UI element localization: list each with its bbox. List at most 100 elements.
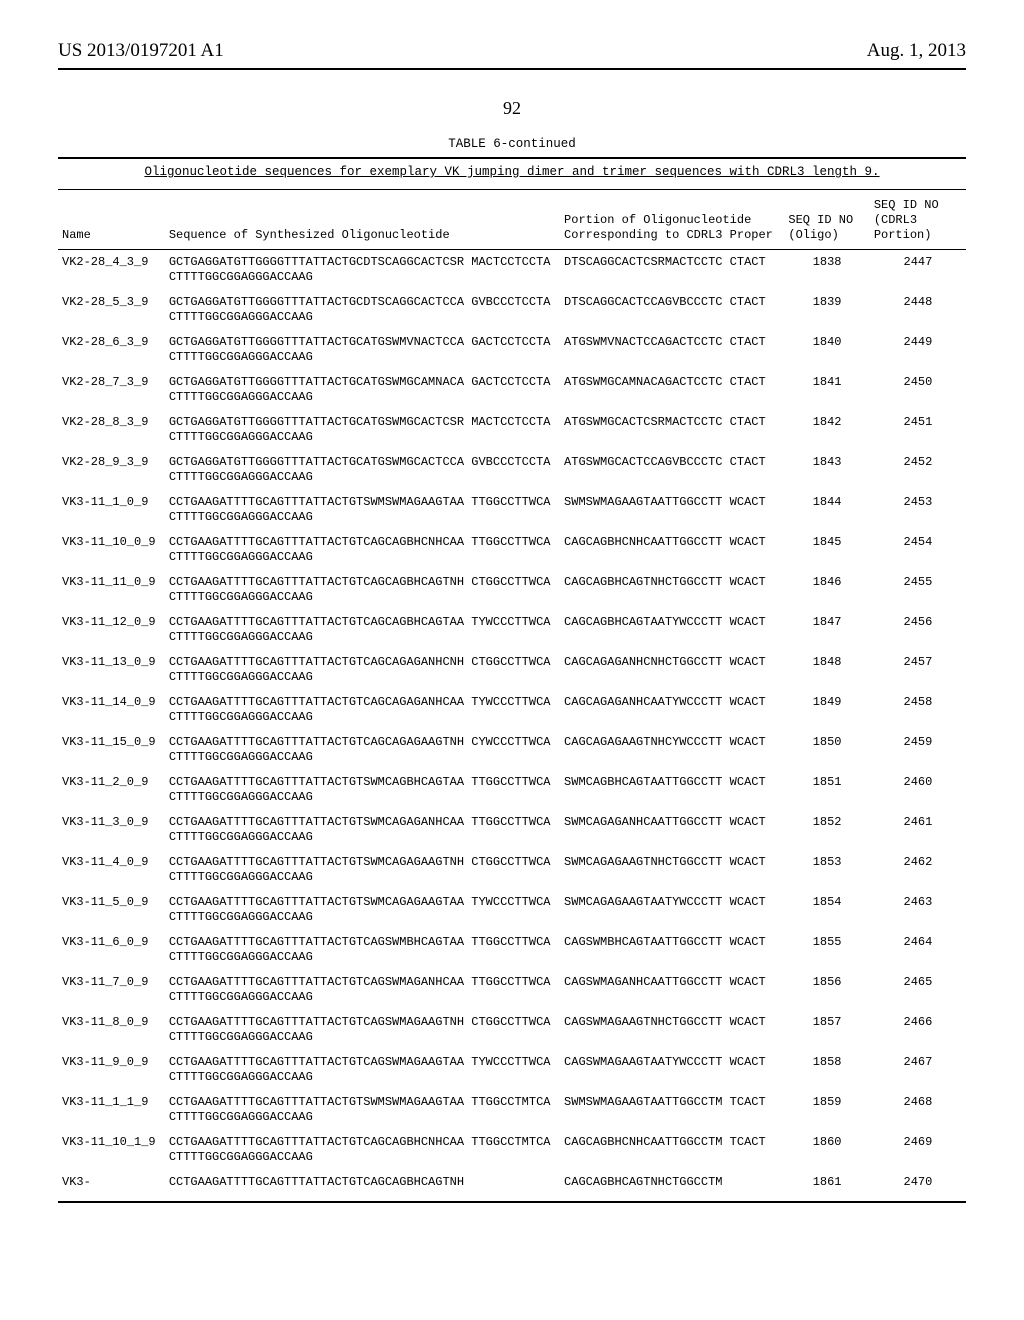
cell-seqid-oligo: 1843 xyxy=(784,450,869,490)
col-name: Name xyxy=(58,192,165,250)
cell-seqid-oligo: 1859 xyxy=(784,1090,869,1130)
cell-portion: ATGSWMVNACTCCAGACTCCTC CTACT xyxy=(560,330,784,370)
cell-seqid-cdrl3: 2469 xyxy=(870,1130,966,1170)
cell-seqid-oligo: 1842 xyxy=(784,410,869,450)
cell-seqid-oligo: 1850 xyxy=(784,730,869,770)
table-row: VK3-11_9_0_9CCTGAAGATTTTGCAGTTTATTACTGTC… xyxy=(58,1050,966,1090)
cell-seqid-oligo: 1852 xyxy=(784,810,869,850)
cell-sequence: CCTGAAGATTTTGCAGTTTATTACTGTCAGSWMAGANHCA… xyxy=(165,970,560,1010)
cell-portion: CAGCAGAGANHCAATYWCCCTT WCACT xyxy=(560,690,784,730)
cell-seqid-oligo: 1857 xyxy=(784,1010,869,1050)
table-header-row: Name Sequence of Synthesized Oligonucleo… xyxy=(58,192,966,250)
cell-portion: SWMSWMAGAAGTAATTGGCCTT WCACT xyxy=(560,490,784,530)
table-row: VK3-11_1_0_9CCTGAAGATTTTGCAGTTTATTACTGTS… xyxy=(58,490,966,530)
cell-sequence: GCTGAGGATGTTGGGGTTTATTACTGCATGSWMGCACTCS… xyxy=(165,410,560,450)
cell-portion: SWMCAGAGAAGTNHCTGGCCTT WCACT xyxy=(560,850,784,890)
cell-seqid-cdrl3: 2465 xyxy=(870,970,966,1010)
page: US 2013/0197201 A1 Aug. 1, 2013 92 TABLE… xyxy=(0,0,1024,1320)
cell-name: VK3-11_10_0_9 xyxy=(58,530,165,570)
cell-sequence: CCTGAAGATTTTGCAGTTTATTACTGTCAGCAGBHCNHCA… xyxy=(165,530,560,570)
cell-name: VK3-11_12_0_9 xyxy=(58,610,165,650)
cell-name: VK2-28_7_3_9 xyxy=(58,370,165,410)
cell-seqid-cdrl3: 2470 xyxy=(870,1170,966,1195)
cell-seqid-oligo: 1846 xyxy=(784,570,869,610)
cell-sequence: CCTGAAGATTTTGCAGTTTATTACTGTSWMCAGAGAAGTA… xyxy=(165,890,560,930)
cell-name: VK2-28_8_3_9 xyxy=(58,410,165,450)
table-row: VK2-28_7_3_9GCTGAGGATGTTGGGGTTTATTACTGCA… xyxy=(58,370,966,410)
publication-number: US 2013/0197201 A1 xyxy=(58,40,224,62)
cell-seqid-oligo: 1855 xyxy=(784,930,869,970)
cell-portion: CAGSWMAGANHCAATTGGCCTT WCACT xyxy=(560,970,784,1010)
sequence-table: Name Sequence of Synthesized Oligonucleo… xyxy=(58,192,966,1195)
cell-name: VK3-11_5_0_9 xyxy=(58,890,165,930)
table-caption: Oligonucleotide sequences for exemplary … xyxy=(58,163,966,190)
cell-sequence: GCTGAGGATGTTGGGGTTTATTACTGCDTSCAGGCACTCS… xyxy=(165,250,560,291)
cell-portion: CAGCAGAGANHCNHCTGGCCTT WCACT xyxy=(560,650,784,690)
cell-seqid-oligo: 1839 xyxy=(784,290,869,330)
cell-portion: ATGSWMGCACTCSRMACTCCTC CTACT xyxy=(560,410,784,450)
page-number: 92 xyxy=(58,98,966,119)
cell-name: VK3-11_6_0_9 xyxy=(58,930,165,970)
table-row: VK3-11_11_0_9CCTGAAGATTTTGCAGTTTATTACTGT… xyxy=(58,570,966,610)
cell-seqid-oligo: 1840 xyxy=(784,330,869,370)
cell-name: VK3- xyxy=(58,1170,165,1195)
cell-seqid-cdrl3: 2456 xyxy=(870,610,966,650)
cell-sequence: CCTGAAGATTTTGCAGTTTATTACTGTSWMSWMAGAAGTA… xyxy=(165,490,560,530)
cell-portion: CAGCAGBHCNHCAATTGGCCTT WCACT xyxy=(560,530,784,570)
cell-seqid-oligo: 1860 xyxy=(784,1130,869,1170)
table-row: VK2-28_6_3_9GCTGAGGATGTTGGGGTTTATTACTGCA… xyxy=(58,330,966,370)
cell-seqid-cdrl3: 2463 xyxy=(870,890,966,930)
cell-sequence: CCTGAAGATTTTGCAGTTTATTACTGTSWMCAGAGAAGTN… xyxy=(165,850,560,890)
cell-sequence: GCTGAGGATGTTGGGGTTTATTACTGCATGSWMGCAMNAC… xyxy=(165,370,560,410)
table-row: VK3-11_6_0_9CCTGAAGATTTTGCAGTTTATTACTGTC… xyxy=(58,930,966,970)
table-row: VK3-11_1_1_9CCTGAAGATTTTGCAGTTTATTACTGTS… xyxy=(58,1090,966,1130)
cell-seqid-cdrl3: 2467 xyxy=(870,1050,966,1090)
cell-name: VK3-11_15_0_9 xyxy=(58,730,165,770)
table-row: VK2-28_4_3_9GCTGAGGATGTTGGGGTTTATTACTGCD… xyxy=(58,250,966,291)
cell-portion: SWMSWMAGAAGTAATTGGCCTM TCACT xyxy=(560,1090,784,1130)
cell-seqid-cdrl3: 2459 xyxy=(870,730,966,770)
cell-name: VK2-28_9_3_9 xyxy=(58,450,165,490)
cell-sequence: CCTGAAGATTTTGCAGTTTATTACTGTCAGCAGAGANHCA… xyxy=(165,690,560,730)
cell-sequence: CCTGAAGATTTTGCAGTTTATTACTGTSWMCAGAGANHCA… xyxy=(165,810,560,850)
col-portion: Portion of Oligonucleotide Corresponding… xyxy=(560,192,784,250)
table-row: VK3-11_4_0_9CCTGAAGATTTTGCAGTTTATTACTGTS… xyxy=(58,850,966,890)
cell-name: VK3-11_2_0_9 xyxy=(58,770,165,810)
cell-seqid-cdrl3: 2450 xyxy=(870,370,966,410)
cell-sequence: GCTGAGGATGTTGGGGTTTATTACTGCATGSWMVNACTCC… xyxy=(165,330,560,370)
cell-sequence: CCTGAAGATTTTGCAGTTTATTACTGTCAGCAGBHCAGTA… xyxy=(165,610,560,650)
cell-name: VK3-11_9_0_9 xyxy=(58,1050,165,1090)
table-row: VK3-11_15_0_9CCTGAAGATTTTGCAGTTTATTACTGT… xyxy=(58,730,966,770)
cell-seqid-cdrl3: 2452 xyxy=(870,450,966,490)
col-sequence: Sequence of Synthesized Oligonucleotide xyxy=(165,192,560,250)
cell-sequence: CCTGAAGATTTTGCAGTTTATTACTGTCAGCAGBHCAGTN… xyxy=(165,570,560,610)
cell-sequence: GCTGAGGATGTTGGGGTTTATTACTGCATGSWMGCACTCC… xyxy=(165,450,560,490)
cell-seqid-oligo: 1841 xyxy=(784,370,869,410)
cell-sequence: GCTGAGGATGTTGGGGTTTATTACTGCDTSCAGGCACTCC… xyxy=(165,290,560,330)
cell-seqid-oligo: 1858 xyxy=(784,1050,869,1090)
table-title: TABLE 6-continued xyxy=(58,137,966,151)
cell-portion: ATGSWMGCACTCCAGVBCCCTC CTACT xyxy=(560,450,784,490)
col-seqid-cdrl3: SEQ ID NO (CDRL3 Portion) xyxy=(870,192,966,250)
cell-seqid-cdrl3: 2464 xyxy=(870,930,966,970)
cell-seqid-oligo: 1861 xyxy=(784,1170,869,1195)
table-row: VK3-11_8_0_9CCTGAAGATTTTGCAGTTTATTACTGTC… xyxy=(58,1010,966,1050)
table-row: VK2-28_8_3_9GCTGAGGATGTTGGGGTTTATTACTGCA… xyxy=(58,410,966,450)
table-row: VK3-11_2_0_9CCTGAAGATTTTGCAGTTTATTACTGTS… xyxy=(58,770,966,810)
cell-portion: DTSCAGGCACTCCAGVBCCCTC CTACT xyxy=(560,290,784,330)
cell-name: VK3-11_14_0_9 xyxy=(58,690,165,730)
cell-sequence: CCTGAAGATTTTGCAGTTTATTACTGTCAGCAGBHCAGTN… xyxy=(165,1170,560,1195)
cell-portion: CAGCAGBHCAGTNHCTGGCCTT WCACT xyxy=(560,570,784,610)
cell-seqid-oligo: 1849 xyxy=(784,690,869,730)
col-seqid-oligo: SEQ ID NO (Oligo) xyxy=(784,192,869,250)
cell-portion: DTSCAGGCACTCSRMACTCCTC CTACT xyxy=(560,250,784,291)
cell-name: VK3-11_11_0_9 xyxy=(58,570,165,610)
table-body: VK2-28_4_3_9GCTGAGGATGTTGGGGTTTATTACTGCD… xyxy=(58,250,966,1196)
cell-portion: CAGCAGAGAAGTNHCYWCCCTT WCACT xyxy=(560,730,784,770)
cell-seqid-cdrl3: 2448 xyxy=(870,290,966,330)
table-row: VK3-11_14_0_9CCTGAAGATTTTGCAGTTTATTACTGT… xyxy=(58,690,966,730)
cell-portion: ATGSWMGCAMNACAGACTCCTC CTACT xyxy=(560,370,784,410)
cell-name: VK2-28_6_3_9 xyxy=(58,330,165,370)
table-row: VK3-11_10_1_9CCTGAAGATTTTGCAGTTTATTACTGT… xyxy=(58,1130,966,1170)
cell-seqid-oligo: 1845 xyxy=(784,530,869,570)
